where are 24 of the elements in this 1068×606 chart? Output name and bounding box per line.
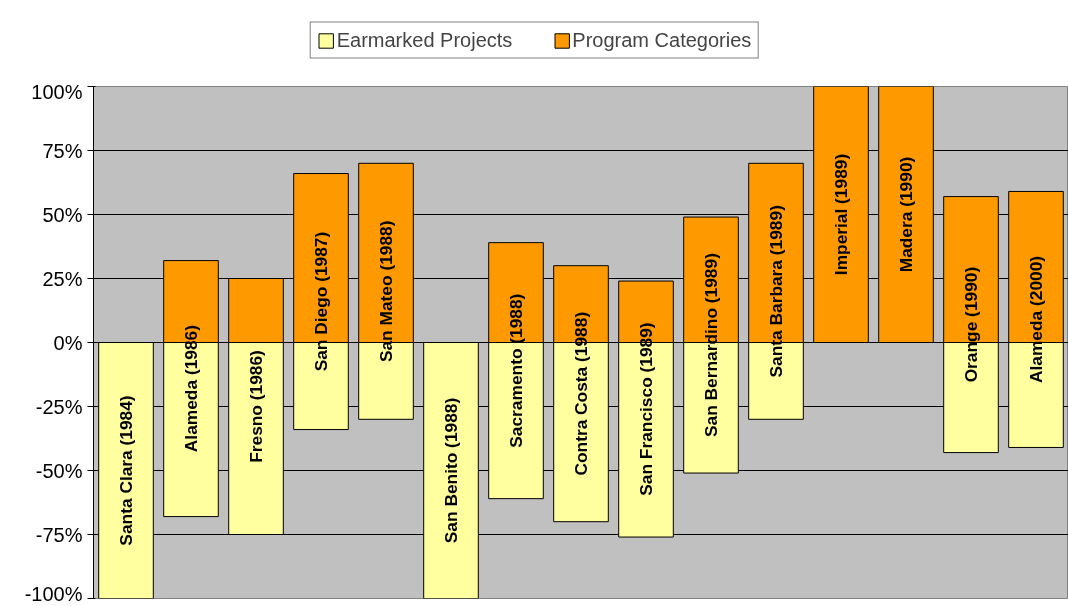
x-tick-label: Alameda (1986) [181, 325, 201, 453]
x-tick-label: Sacramento (1988) [506, 293, 526, 448]
x-tick-label: San Bernardino (1989) [701, 253, 721, 438]
x-tick-label: Orange (1990) [961, 266, 981, 383]
y-tick-label: -75% [35, 523, 83, 546]
x-tick-label: Imperial (1989) [831, 153, 851, 276]
y-tick-label: 75% [42, 139, 83, 162]
x-tick-label: San Francisco (1989) [636, 322, 656, 496]
legend-label: Earmarked Projects [336, 28, 513, 52]
x-tick-label: San Benito (1988) [441, 397, 461, 544]
y-tick-label: -50% [35, 459, 83, 482]
legend-label: Program Categories [572, 28, 752, 52]
x-tick-label: Fresno (1986) [246, 350, 266, 463]
x-tick-label: Santa Barbara (1989) [766, 205, 786, 378]
y-tick-label: -100% [24, 582, 83, 605]
y-tick-label: 50% [42, 203, 83, 226]
y-tick-label: -25% [35, 395, 83, 418]
y-tick-label: 100% [31, 80, 83, 103]
x-tick-label: Contra Costa (1988) [571, 311, 591, 476]
x-tick-label: Alameda (2000) [1026, 255, 1046, 384]
y-tick-label: 0% [53, 331, 83, 354]
x-tick-label: Madera (1990) [896, 156, 916, 273]
y-tick-label: 25% [42, 267, 83, 290]
x-tick-label: Santa Clara (1984) [116, 395, 136, 546]
